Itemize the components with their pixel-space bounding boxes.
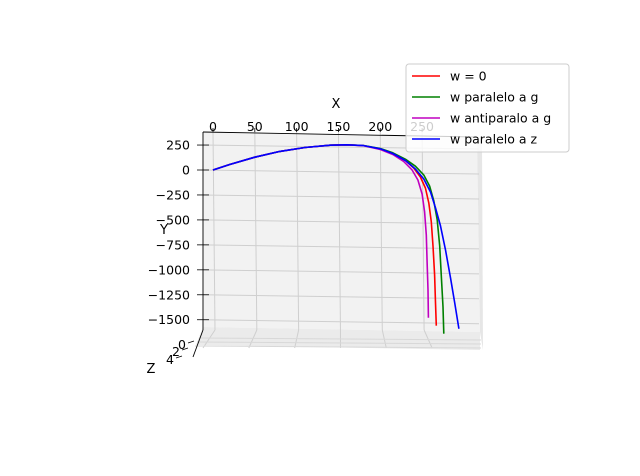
x-tick-label: 150: [327, 119, 351, 134]
floor-gridline: [202, 329, 216, 349]
y-axis-label: Y: [159, 223, 168, 238]
series-group: [212, 144, 460, 334]
legend-label: w paralelo a g: [450, 90, 538, 105]
legend-box: [405, 63, 570, 153]
x-gridline: [212, 131, 216, 331]
legend-label: w paralelo a z: [450, 132, 537, 147]
legend-label: w antiparalo a g: [450, 111, 551, 126]
z-tick-mark: [181, 347, 189, 351]
x-gridline: [421, 131, 425, 331]
back-pane: [203, 132, 480, 332]
z-gridline: [196, 341, 482, 345]
x-tick-label: 100: [285, 119, 309, 134]
y-ticks: 250 0 −250 −500 −750 −1000 −1250 −1500: [148, 138, 209, 327]
series-line-3: [212, 144, 460, 329]
floor-gridline: [248, 329, 258, 349]
y-tick-label: 250: [166, 138, 190, 153]
z-axis-line: [192, 329, 204, 358]
y-tick-label: −1500: [148, 312, 190, 327]
z-axis-label: Z: [147, 362, 156, 377]
x-gridline: [296, 131, 300, 331]
x-tick-label: 50: [247, 119, 263, 134]
y-gridline: [202, 269, 480, 275]
z-ticks: 024: [166, 337, 195, 367]
y-gridline: [202, 219, 480, 225]
legend-label: w = 0: [450, 69, 487, 84]
y-tick-label: −250: [156, 187, 190, 202]
y-tick-label: −750: [156, 237, 190, 252]
side-pane: [477, 137, 483, 350]
x-axis-label: X: [332, 97, 341, 112]
z-tick-label: 4: [166, 352, 174, 367]
z-tick-mark: [175, 355, 183, 359]
x-tick-label: 200: [368, 119, 392, 134]
y-tick-label: −1000: [148, 262, 190, 277]
y-tick-label: 0: [182, 163, 190, 178]
z-tick-label: 2: [172, 344, 180, 359]
floor-gridline: [423, 329, 433, 349]
y-gridline: [202, 169, 480, 175]
legend: w = 0 w paralelo a g w antiparalo a g w par…: [405, 63, 570, 153]
z-tick-mark: [187, 340, 195, 344]
z-tick-label: 0: [178, 337, 186, 352]
x-tick-label: 0: [209, 119, 217, 134]
x-gridline: [254, 131, 258, 331]
y-tick-label: −1250: [148, 287, 190, 302]
y-gridline: [202, 294, 480, 300]
y-gridline: [202, 319, 480, 325]
z-gridline: [194, 345, 482, 349]
y-tick-label: −500: [156, 212, 190, 227]
z-gridline: [198, 337, 482, 341]
